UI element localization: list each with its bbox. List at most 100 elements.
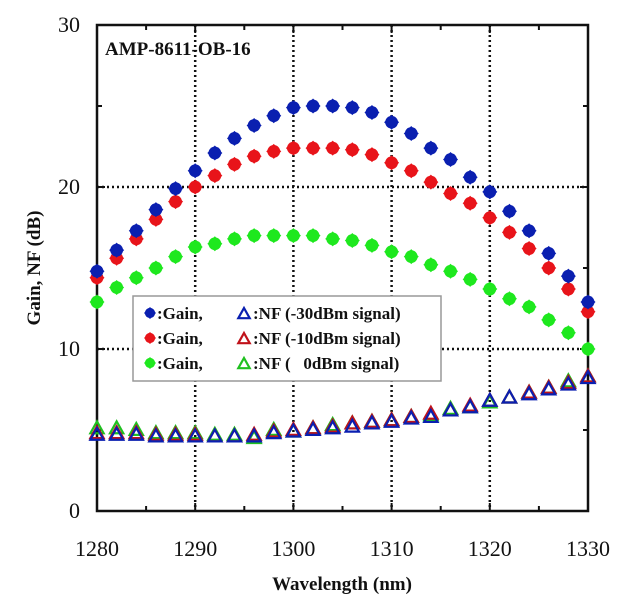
marker-diamond (344, 100, 360, 116)
marker-diamond (285, 228, 301, 244)
nf-point (206, 427, 224, 443)
gain-point (364, 237, 380, 253)
gain-point (246, 148, 262, 164)
gain-point (560, 325, 576, 341)
marker-diamond (501, 224, 517, 240)
gain-point (482, 184, 498, 200)
nf-point (88, 425, 106, 441)
marker-diamond (560, 325, 576, 341)
nf-point (363, 414, 381, 430)
marker-diamond (305, 228, 321, 244)
marker-diamond (364, 104, 380, 120)
legend-nf-label: :NF ( 0dBm signal) (253, 354, 399, 373)
gain-point (305, 140, 321, 156)
marker-diamond (403, 249, 419, 265)
nf-point (402, 409, 420, 425)
gain-point (521, 299, 537, 315)
amplifier-model-label: AMP-8611-OB-16 (105, 39, 251, 60)
marker-diamond (384, 244, 400, 260)
x-tick-label: 1280 (75, 536, 119, 561)
gain-point (384, 114, 400, 130)
legend-box (132, 295, 442, 382)
gain-point (168, 249, 184, 265)
legend-nf-label: :NF (-10dBm signal) (253, 329, 401, 348)
x-tick-labels: 1280 1290 1300 1310 1320 1330 (75, 536, 610, 561)
marker-diamond (541, 312, 557, 328)
nf-point (108, 419, 126, 435)
marker-diamond (226, 130, 242, 146)
gain-point (187, 239, 203, 255)
nf-point (500, 388, 518, 404)
marker-diamond (580, 341, 596, 357)
marker-diamond (501, 203, 517, 219)
legend-gain-label: :Gain, (157, 304, 203, 323)
gain-point (285, 228, 301, 244)
marker-diamond (148, 260, 164, 276)
legend-gain-marker (144, 307, 156, 319)
nf-point (422, 407, 440, 424)
marker-diamond (560, 281, 576, 297)
gain-point (168, 181, 184, 197)
gain-point (148, 211, 164, 227)
gain-point (443, 185, 459, 201)
marker-diamond (423, 257, 439, 273)
gain-point (187, 163, 203, 179)
legend-entry: :Gain, :NF (-10dBm signal) (144, 329, 401, 348)
x-tick-label: 1310 (370, 536, 414, 561)
gain-point (207, 168, 223, 184)
gain-point (266, 228, 282, 244)
nf-point (540, 380, 558, 396)
marker-diamond (580, 304, 596, 320)
marker-diamond (482, 210, 498, 226)
nf-point (559, 375, 577, 391)
marker-diamond (541, 245, 557, 261)
nf-point (422, 404, 440, 420)
marker-diamond (187, 179, 203, 195)
marker-diamond (423, 140, 439, 156)
gain-point (89, 294, 105, 310)
marker-diamond (501, 291, 517, 307)
legend-gain-label: :Gain, (157, 329, 203, 348)
marker-diamond (144, 332, 156, 344)
gain-point (226, 156, 242, 172)
marker-diamond (89, 294, 105, 310)
gain-point (462, 169, 478, 185)
marker-diamond (266, 108, 282, 124)
marker-diamond (246, 148, 262, 164)
y-axis-title: Gain, NF (dB) (24, 211, 45, 326)
legend-entry: :Gain,:NF (-30dBm signal) (144, 304, 401, 323)
nf-point (225, 427, 244, 443)
marker-diamond (187, 239, 203, 255)
gain-point (109, 242, 125, 258)
gain-point (207, 145, 223, 161)
gain-point (89, 263, 105, 279)
marker-diamond (521, 299, 537, 315)
gain-point (443, 263, 459, 279)
y-tick-label: 0 (69, 498, 80, 523)
nf-point (461, 398, 479, 414)
gain-point (325, 140, 341, 156)
gain-point (384, 155, 400, 171)
nf-point (88, 419, 106, 435)
marker-diamond (325, 231, 341, 247)
gain-point (325, 231, 341, 247)
legend-gain-marker (144, 357, 156, 369)
marker-diamond (226, 156, 242, 172)
gain-point (148, 202, 164, 218)
marker-diamond (325, 98, 341, 114)
marker-diamond (580, 294, 596, 310)
marker-diamond (187, 163, 203, 179)
marker-diamond (364, 237, 380, 253)
gain-point (521, 223, 537, 239)
marker-diamond (168, 249, 184, 265)
marker-diamond (403, 163, 419, 179)
series-nf-30dbm-signal- (88, 368, 597, 443)
gain-point (560, 281, 576, 297)
gain-point (521, 241, 537, 257)
gain-point (423, 174, 439, 190)
gain-point (128, 270, 144, 286)
marker-diamond (541, 260, 557, 276)
gain-point (246, 228, 262, 244)
nf-point (186, 427, 204, 443)
marker-diamond (207, 145, 223, 161)
